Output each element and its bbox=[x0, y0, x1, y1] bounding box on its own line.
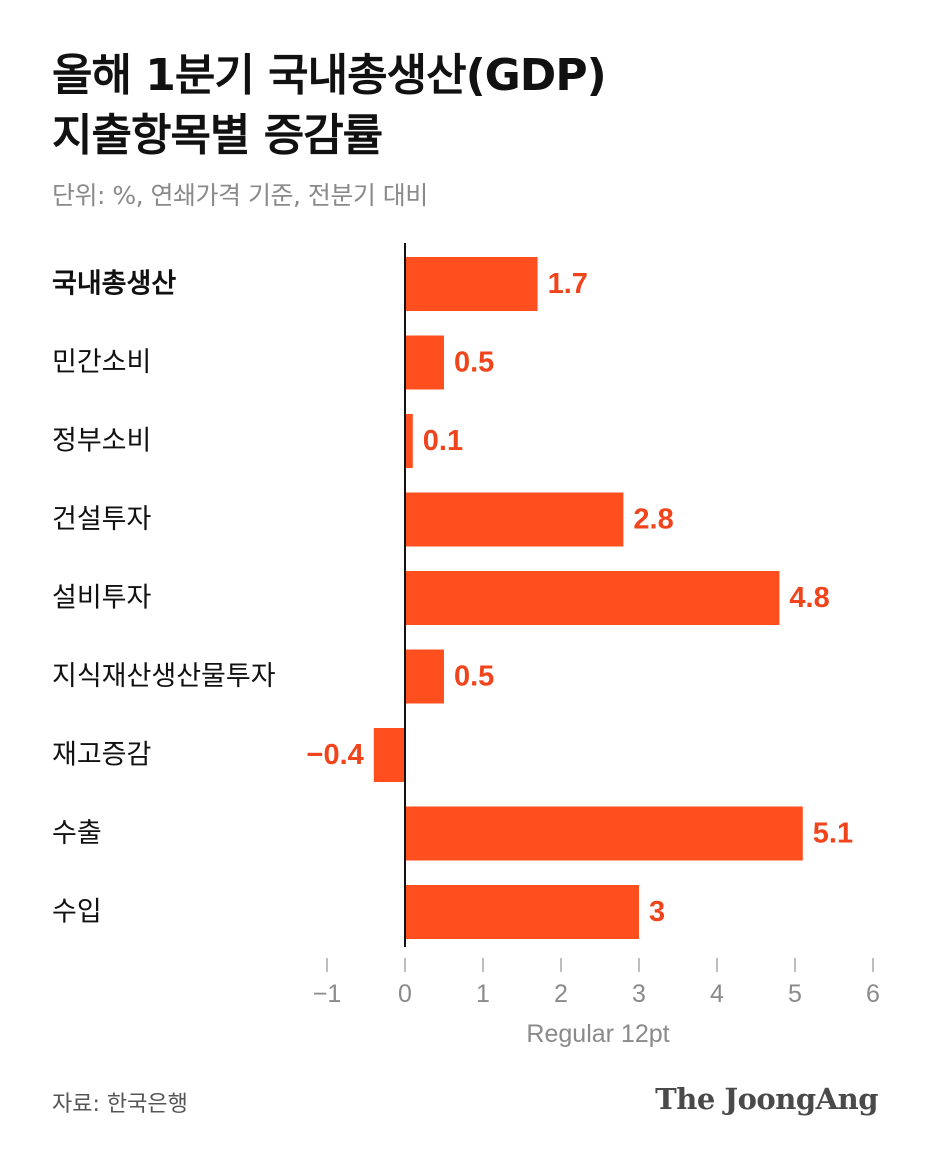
x-tick-label: 5 bbox=[788, 980, 802, 1008]
category-label: 건설투자 bbox=[52, 504, 152, 535]
x-tick-label: 3 bbox=[632, 980, 646, 1008]
category-label: 설비투자 bbox=[52, 583, 152, 614]
value-label: 0.5 bbox=[454, 661, 494, 693]
bar bbox=[373, 728, 405, 782]
x-axis-label: Regular 12pt bbox=[526, 1020, 669, 1048]
value-label: 4.8 bbox=[789, 582, 829, 614]
source-note: 자료: 한국은행 bbox=[52, 1092, 188, 1117]
category-label: 지식재산생산물투자 bbox=[52, 661, 276, 692]
chart-title-line-2: 지출항목별 증감률 bbox=[52, 110, 383, 161]
x-tick-label: 4 bbox=[710, 980, 724, 1008]
chart-title: 올해 1분기 국내총생산(GDP) 지출항목별 증감률 bbox=[52, 46, 892, 166]
bar bbox=[405, 571, 780, 625]
bar bbox=[405, 492, 624, 547]
value-label: 0.5 bbox=[454, 347, 494, 379]
bar bbox=[405, 649, 444, 704]
category-label: 수입 bbox=[52, 897, 102, 928]
chart-title-line-1: 올해 1분기 국내총생산(GDP) bbox=[52, 50, 607, 101]
value-label: 3 bbox=[649, 896, 665, 928]
publisher-logo: The JoongAng bbox=[655, 1082, 878, 1116]
x-tick-label: 6 bbox=[866, 980, 880, 1008]
chart-subtitle: 단위: %, 연쇄가격 기준, 전분기 대비 bbox=[52, 181, 428, 210]
bar-chart: 국내총생산 1.7 민간소비 0.5 정부소비 0.1 건설투자 2.8 설비투자 4.8 지식재산… bbox=[52, 243, 880, 1048]
bar bbox=[405, 806, 803, 861]
value-label: −0.4 bbox=[307, 739, 364, 771]
category-label: 정부소비 bbox=[52, 426, 151, 457]
value-label: 5.1 bbox=[813, 818, 853, 850]
value-label: 1.7 bbox=[548, 268, 588, 300]
bar bbox=[405, 414, 413, 468]
category-label: 수출 bbox=[52, 818, 102, 849]
category-label: 민간소비 bbox=[52, 347, 151, 378]
bar bbox=[405, 335, 444, 390]
x-tick-label: 2 bbox=[554, 980, 568, 1008]
value-label: 0.1 bbox=[423, 425, 463, 457]
x-tick-label: 1 bbox=[476, 980, 490, 1008]
bar bbox=[405, 257, 538, 311]
x-tick-label: −1 bbox=[313, 980, 342, 1008]
bar bbox=[405, 885, 639, 939]
category-label: 국내총생산 bbox=[52, 269, 176, 300]
x-tick-label: 0 bbox=[398, 980, 412, 1008]
value-label: 2.8 bbox=[633, 504, 673, 536]
category-label: 재고증감 bbox=[52, 740, 151, 771]
